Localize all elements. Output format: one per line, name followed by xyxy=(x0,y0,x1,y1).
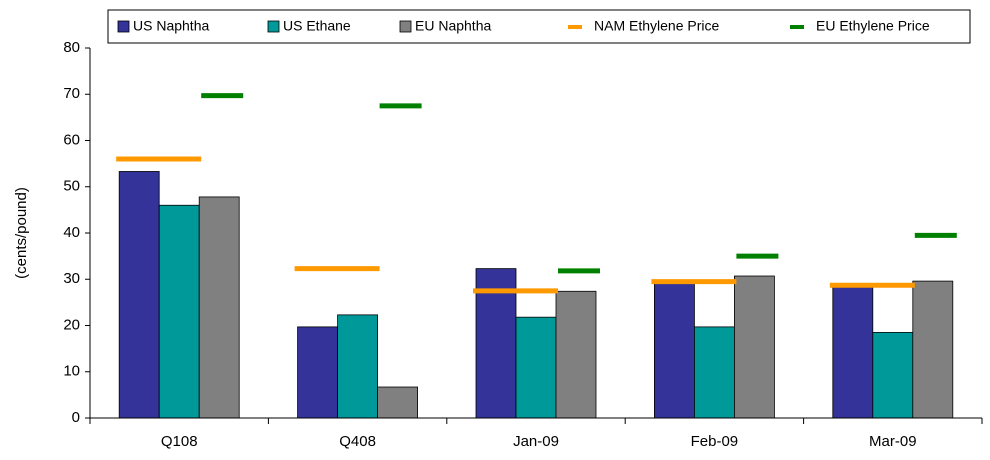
bar xyxy=(118,171,160,419)
bar xyxy=(377,386,419,419)
x-tick-label: Feb-09 xyxy=(691,433,739,450)
y-axis-label: (cents/pound) xyxy=(13,187,30,279)
bar xyxy=(872,332,914,419)
bar xyxy=(832,285,874,419)
y-tick-label: 30 xyxy=(63,270,80,287)
y-tick-label: 10 xyxy=(63,363,80,380)
y-tick-label: 50 xyxy=(63,178,80,195)
legend-swatch xyxy=(117,20,130,33)
y-tick-label: 80 xyxy=(63,39,80,56)
bar xyxy=(734,275,775,419)
y-tick-label: 70 xyxy=(63,85,80,102)
x-tick-label: Jan-09 xyxy=(513,433,559,450)
bar xyxy=(198,196,240,419)
bar xyxy=(158,204,200,419)
bar xyxy=(912,280,954,419)
legend-swatch xyxy=(267,20,280,33)
bar xyxy=(297,326,339,419)
x-tick-label: Q108 xyxy=(161,433,198,450)
legend-label: US Naphtha xyxy=(133,18,209,34)
legend-label: EU Naphtha xyxy=(415,18,491,34)
x-tick-label: Q408 xyxy=(339,433,376,450)
bar xyxy=(337,314,379,419)
y-tick-label: 40 xyxy=(63,224,80,241)
bar xyxy=(654,281,695,419)
y-tick-label: 20 xyxy=(63,316,80,333)
legend-label: NAM Ethylene Price xyxy=(594,18,719,34)
legend-swatch xyxy=(399,20,412,33)
legend-label: US Ethane xyxy=(283,18,351,34)
bar xyxy=(555,290,597,419)
y-tick-label: 60 xyxy=(63,131,80,148)
bar xyxy=(515,316,557,419)
legend-label: EU Ethylene Price xyxy=(816,18,930,34)
bar xyxy=(694,326,735,419)
legend-box xyxy=(107,9,971,44)
x-tick-label: Mar-09 xyxy=(869,433,917,450)
y-tick-label: 0 xyxy=(72,409,80,426)
